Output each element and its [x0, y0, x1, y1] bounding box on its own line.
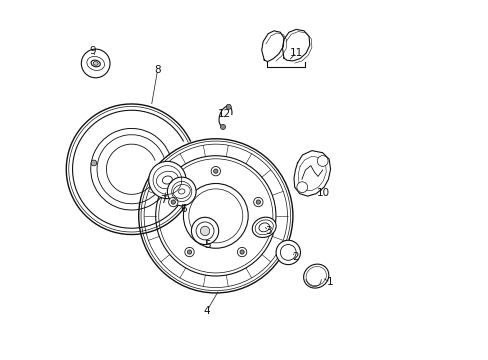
- Text: 7: 7: [160, 195, 167, 205]
- Circle shape: [237, 247, 246, 257]
- Polygon shape: [293, 150, 330, 196]
- Ellipse shape: [93, 62, 98, 65]
- Text: 9: 9: [90, 46, 96, 56]
- Circle shape: [200, 226, 209, 235]
- Circle shape: [167, 177, 196, 206]
- Ellipse shape: [252, 217, 276, 238]
- Circle shape: [276, 240, 300, 265]
- Circle shape: [168, 197, 178, 207]
- Circle shape: [139, 139, 292, 293]
- Text: 1: 1: [326, 277, 333, 287]
- Circle shape: [213, 169, 218, 173]
- Circle shape: [183, 184, 248, 248]
- Circle shape: [211, 166, 220, 176]
- Circle shape: [171, 200, 175, 204]
- Circle shape: [296, 182, 307, 193]
- Text: 3: 3: [264, 226, 271, 236]
- Text: 11: 11: [289, 48, 303, 58]
- Text: 10: 10: [316, 188, 329, 198]
- Text: 8: 8: [154, 64, 161, 75]
- Circle shape: [187, 250, 191, 254]
- Ellipse shape: [303, 264, 328, 288]
- Circle shape: [81, 49, 110, 78]
- Text: 5: 5: [204, 240, 211, 250]
- Circle shape: [240, 250, 244, 254]
- Text: 4: 4: [203, 306, 210, 316]
- Circle shape: [91, 160, 97, 166]
- Text: 12: 12: [218, 109, 231, 119]
- Text: 6: 6: [180, 204, 186, 215]
- Circle shape: [226, 104, 231, 109]
- Circle shape: [220, 125, 225, 130]
- Text: 2: 2: [291, 252, 298, 262]
- Circle shape: [184, 247, 194, 257]
- Circle shape: [191, 217, 218, 244]
- Circle shape: [317, 156, 327, 166]
- Circle shape: [256, 200, 260, 204]
- Polygon shape: [261, 31, 284, 62]
- Circle shape: [253, 197, 263, 207]
- Circle shape: [65, 103, 197, 235]
- Circle shape: [148, 161, 185, 199]
- Polygon shape: [282, 30, 309, 61]
